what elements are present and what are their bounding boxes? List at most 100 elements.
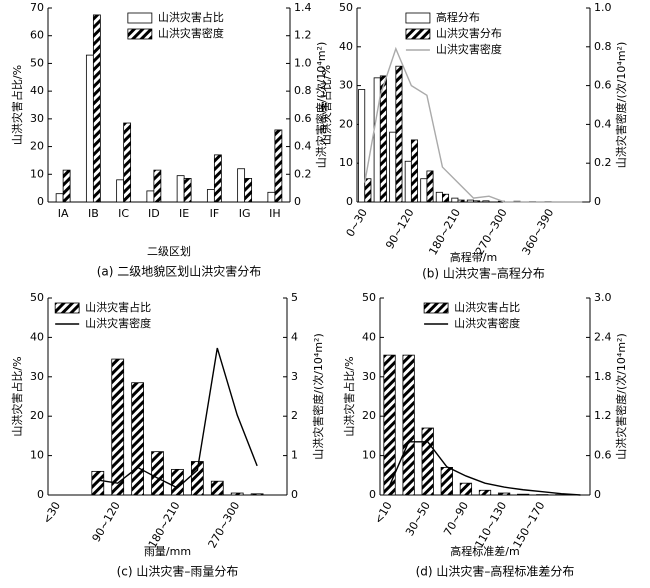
y-tick-label: 20 [339,117,353,130]
line [364,46,583,203]
y-tick-label: 40 [30,330,44,343]
x-tick-label: ⅠG [239,207,251,220]
y2-tick-label: 0 [594,488,601,501]
y-tick-label: 10 [339,156,353,169]
bar [379,75,387,203]
x-axis-label: 高程标准差/m [450,544,519,558]
x-tick-label: ⅠC [118,207,129,220]
bar [383,354,396,496]
bar [55,193,64,203]
x-tick-label: ⅠA [58,207,69,220]
y-tick-label: 10 [30,449,44,462]
y2-tick-label: 0.2 [594,156,612,169]
bar [482,200,490,203]
x-tick-label: 270~300 [473,206,510,257]
panel: 0 10 20 30 40 50 0 1 2 3 4 5 <30 90~120 180~210 270~300… [10,291,325,579]
y-tick-label: 50 [362,291,376,304]
y-tick-label: 50 [30,291,44,304]
line [97,347,258,489]
y2-tick-label: 0 [294,195,301,208]
y-tick-label: 40 [30,84,44,97]
bar [62,169,71,203]
y2-tick-label: 4 [291,330,298,343]
y-tick-label: 30 [362,370,376,383]
legend-label: 山洪灾害密度 [454,316,520,330]
y2-tick-label: 3 [291,370,298,383]
x-tick-label: 90~120 [90,500,123,545]
x-tick-label: ⅠH [269,207,281,220]
x-tick-label: ⅠF [210,207,220,220]
y2-tick-label: 1.4 [294,1,312,14]
x-tick-label: 70~90 [441,500,471,539]
bar [267,191,276,203]
y2-tick-label: 0.6 [594,449,612,462]
x-tick-label: ⅠD [148,207,160,220]
bar [435,191,443,203]
bar [497,492,511,496]
x-tick-label: 30~50 [403,500,433,539]
bar [153,169,162,203]
legend-swatch [405,28,431,40]
legend-swatch [54,302,80,314]
x-tick-label: 270~300 [206,500,243,551]
bar [442,193,450,203]
x-tick-label: 150~170 [511,500,548,551]
y2-tick-label: 2 [291,409,298,422]
bar [171,468,184,496]
y-tick-label: 50 [30,56,44,69]
bar [92,14,101,203]
y-tick-label: 0 [346,195,353,208]
bar [91,470,105,496]
bar [230,492,244,496]
legend-label: 高程分布 [436,10,480,24]
bar [176,175,185,203]
x-tick-label: 0~30 [344,207,370,240]
bar [116,179,125,203]
bar [459,482,473,496]
legend-label: 山洪灾害密度 [85,316,151,330]
y2-tick-label: 1.8 [594,370,612,383]
bar [358,89,366,203]
x-tick-label: <10 [372,500,395,527]
bar [395,65,403,203]
y2-tick-label: 1.2 [594,409,612,422]
bar [111,358,125,496]
bar [420,178,428,203]
bar [213,154,222,203]
bar [517,493,530,496]
bar [183,178,192,203]
bar [123,122,132,203]
y-tick-label: 10 [362,449,376,462]
bar [210,480,224,496]
bar [364,178,372,203]
bar [206,189,215,203]
legend-label: 山洪灾害占比 [454,300,520,314]
y2-tick-label: 3.0 [594,291,612,304]
y2-axis-label: 山洪灾害密度/(次/10⁴m²) [311,333,325,460]
legend-swatch [423,302,449,314]
bar [274,129,283,203]
x-tick-label: ⅠB [88,207,99,220]
legend-swatch [405,12,431,24]
y-axis-label: 山洪灾害占比/% [342,356,356,436]
bar [389,131,397,203]
x-tick-label: 90~120 [383,207,416,252]
caption: (a) 二级地貌区划山洪灾害分布 [97,264,262,279]
x-tick-label: 360~390 [519,207,556,258]
y-tick-label: 30 [339,79,353,92]
bar [473,200,481,203]
y-tick-label: 0 [37,195,44,208]
x-tick-label: ⅠE [179,207,189,220]
bar [237,168,246,203]
y2-tick-label: 5 [291,291,298,304]
panel: 0 10 20 30 40 50 0 0.6 1.2 1.8 2.4 3.0 <10 30~50 70~90… [342,291,628,579]
bar [131,382,144,496]
y-tick-label: 0 [369,488,376,501]
bar [146,190,155,203]
bar [402,354,415,496]
bar [373,77,381,203]
x-tick-label: 180~210 [426,207,463,258]
x-axis-label: 高程带/m [450,250,497,264]
x-tick-label: 180~210 [146,500,183,551]
bar [190,461,204,496]
